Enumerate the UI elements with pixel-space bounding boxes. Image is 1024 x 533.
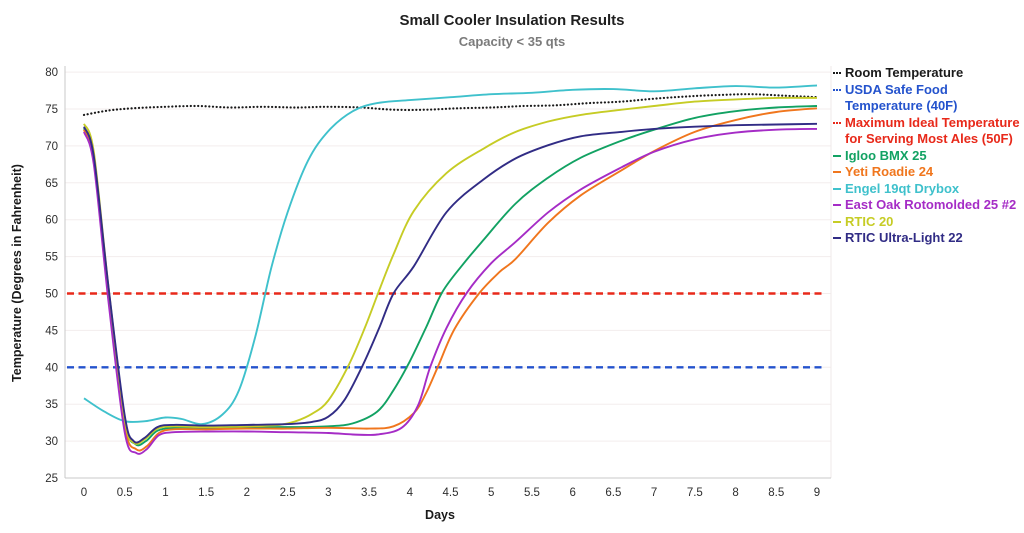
legend-marker-icon — [833, 220, 841, 223]
legend-label-line: USDA Safe Food — [845, 81, 948, 97]
legend-label-line: East Oak Rotomolded 25 #2 — [845, 197, 1017, 212]
legend-label-line: Maximum Ideal Temperature — [845, 114, 1020, 130]
x-tick-label: 4 — [407, 487, 414, 499]
series-line-igloo-bmx-25 — [83, 105, 818, 447]
x-axis-title: Days — [425, 508, 455, 522]
x-tick-label: 5.5 — [524, 487, 540, 499]
legend-label-line: Igloo BMX 25 — [845, 147, 927, 163]
legend-label-line: Yeti Roadie 24 — [845, 164, 934, 179]
chart-subtitle: Capacity < 35 qts — [458, 34, 566, 49]
legend-label-line: Temperature (40F) — [845, 98, 958, 113]
y-tick-label: 30 — [45, 436, 58, 448]
legend-item-maximum-ideal-temperature-for-serving-most-ales-50f: Maximum Ideal Temperature for Serving Mos… — [833, 115, 1023, 148]
x-tick-label: 2.5 — [280, 487, 296, 499]
y-tick-label: 35 — [45, 399, 58, 411]
series-line-rtic-20 — [83, 96, 818, 445]
legend-label-line: RTIC Ultra-Light 22 — [845, 230, 963, 245]
legend-item-east-oak-rotomolded-25-2: East Oak Rotomolded 25 #2 — [833, 197, 1023, 214]
series-line-engel-19qt-drybox — [83, 84, 818, 426]
y-axis-title: Temperature (Degrees in Fahrenheit) — [10, 164, 24, 382]
chart-title: Small Cooler Insulation Results — [399, 12, 625, 29]
series-line-rtic-ultra-light-22 — [83, 122, 818, 444]
x-tick-label: 0 — [81, 487, 87, 499]
x-tick-label: 9 — [814, 487, 820, 499]
legend-item-igloo-bmx-25: Igloo BMX 25 — [833, 148, 1023, 165]
x-tick-label: 3.5 — [361, 487, 377, 499]
series-line-room-temperature — [82, 93, 819, 116]
x-tick-label: 3 — [325, 487, 331, 499]
x-tick-label: 8.5 — [768, 487, 784, 499]
x-tick-label: 7.5 — [687, 487, 703, 499]
legend-label-line: Room Temperature — [845, 65, 964, 80]
x-tick-label: 1.5 — [198, 487, 214, 499]
x-tick-label: 6.5 — [605, 487, 621, 499]
legend-label-line: Engel 19qt Drybox — [845, 180, 960, 196]
legend-label-line: for Serving Most Ales (50F) — [845, 131, 1013, 146]
legend-label-line: RTIC 20 — [845, 213, 894, 229]
legend-item-engel-19qt-drybox: Engel 19qt Drybox — [833, 181, 1023, 198]
series-line-yeti-roadie-24 — [83, 107, 818, 452]
legend-marker-icon — [833, 121, 841, 124]
y-tick-label: 25 — [45, 473, 58, 485]
x-tick-label: 4.5 — [443, 487, 459, 499]
legend-marker-icon — [833, 237, 841, 239]
y-tick-label: 65 — [45, 178, 58, 190]
x-tick-label: 2 — [244, 487, 250, 499]
legend-marker-icon — [833, 88, 841, 91]
legend-marker-icon — [833, 171, 841, 173]
series-line-east-oak-rotomolded-25-2 — [83, 127, 818, 455]
y-tick-label: 50 — [45, 289, 58, 301]
legend-marker-icon — [833, 204, 841, 206]
legend-item-rtic-20: RTIC 20 — [833, 214, 1023, 231]
x-tick-label: 8 — [732, 487, 738, 499]
x-tick-label: 5 — [488, 487, 494, 499]
x-tick-label: 1 — [162, 487, 168, 499]
legend-item-room-temperature: Room Temperature — [833, 65, 1023, 82]
x-tick-label: 7 — [651, 487, 657, 499]
y-tick-label: 80 — [45, 67, 58, 79]
legend-marker-icon — [833, 187, 841, 190]
y-tick-label: 45 — [45, 325, 58, 337]
y-tick-label: 55 — [45, 252, 58, 264]
legend: Room Temperature USDA Safe Food Temperatur… — [833, 65, 1023, 247]
legend-item-usda-safe-food-temperature-40f: USDA Safe Food Temperature (40F) — [833, 82, 1023, 115]
y-tick-label: 60 — [45, 215, 58, 227]
y-tick-label: 40 — [45, 362, 58, 374]
y-tick-label: 70 — [45, 141, 58, 153]
legend-item-yeti-roadie-24: Yeti Roadie 24 — [833, 164, 1023, 181]
y-tick-label: 75 — [45, 104, 58, 116]
legend-marker-icon — [833, 72, 841, 74]
x-tick-label: 0.5 — [117, 487, 133, 499]
legend-item-rtic-ultra-light-22: RTIC Ultra-Light 22 — [833, 230, 1023, 247]
x-tick-label: 6 — [569, 487, 575, 499]
legend-marker-icon — [833, 154, 841, 157]
